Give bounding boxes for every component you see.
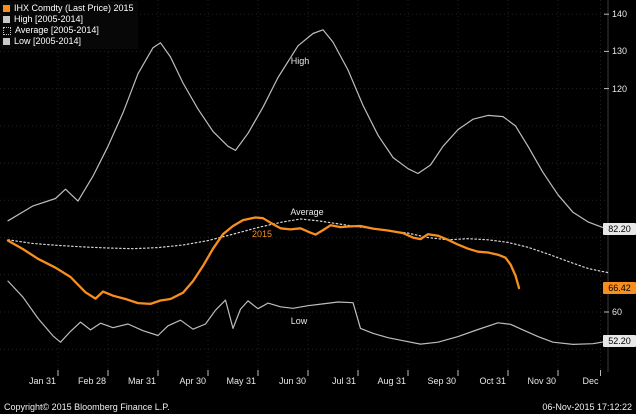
legend-item-label: Low [2005-2014] (14, 36, 82, 46)
x-tick-label: Oct 31 (479, 376, 506, 386)
legend-item-2[interactable]: Average [2005-2014] (3, 25, 134, 36)
legend-swatch-icon (3, 38, 10, 45)
x-tick-label: Sep 30 (427, 376, 456, 386)
legend: IHX Comdty (Last Price) 2015 High [2005-2… (1, 1, 138, 49)
series-line-0 (7, 29, 609, 230)
x-tick-label: Dec (582, 376, 599, 386)
legend-item-label: High [2005-2014] (14, 14, 84, 24)
legend-swatch-icon (3, 16, 10, 23)
x-tick-label: Jul 31 (331, 376, 356, 386)
x-tick-label: May 31 (226, 376, 256, 386)
chart-canvas (0, 0, 609, 376)
x-tick-label: Aug 31 (377, 376, 406, 386)
y-tick-label: 140 (612, 9, 628, 20)
y-tick-label: 120 (612, 83, 628, 94)
annotation-2015: 2015 (251, 228, 273, 239)
annotation-average: Average (290, 206, 324, 217)
x-tick-label: Feb 28 (77, 376, 106, 386)
last-value-badge: 52.20 (603, 335, 636, 348)
timestamp: 06-Nov-2015 17:12:22 (542, 402, 632, 412)
copyright-text: Copyright© 2015 Bloomberg Finance L.P. (4, 402, 170, 412)
x-tick-label: Nov 30 (527, 376, 556, 386)
legend-swatch-icon (3, 5, 10, 12)
legend-item-3[interactable]: Low [2005-2014] (3, 36, 134, 47)
x-tick-label: Mar 31 (127, 376, 156, 386)
series-line-1 (7, 218, 609, 274)
y-tick-label: 60 (612, 307, 623, 318)
series-line-3 (6, 216, 521, 306)
x-tick-label: Jun 30 (278, 376, 306, 386)
legend-item-label: Average [2005-2014] (15, 25, 99, 35)
footer: Copyright© 2015 Bloomberg Finance L.P. 0… (0, 402, 636, 412)
y-tick-label: 130 (612, 46, 628, 57)
series-line-2 (7, 280, 609, 345)
x-tick-label: Apr 30 (179, 376, 206, 386)
last-value-badge: 66.42 (603, 282, 636, 295)
last-value-badge: 82.20 (603, 223, 636, 236)
annotation-low: Low (290, 315, 308, 326)
legend-item-0[interactable]: IHX Comdty (Last Price) 2015 (3, 3, 134, 14)
legend-item-label: IHX Comdty (Last Price) 2015 (14, 3, 134, 13)
chart-plot-area[interactable]: High Average 2015 Low (0, 0, 636, 380)
annotation-high: High (290, 56, 310, 67)
legend-item-1[interactable]: High [2005-2014] (3, 14, 134, 25)
legend-swatch-icon (3, 26, 11, 35)
x-tick-label: Jan 31 (28, 376, 56, 386)
